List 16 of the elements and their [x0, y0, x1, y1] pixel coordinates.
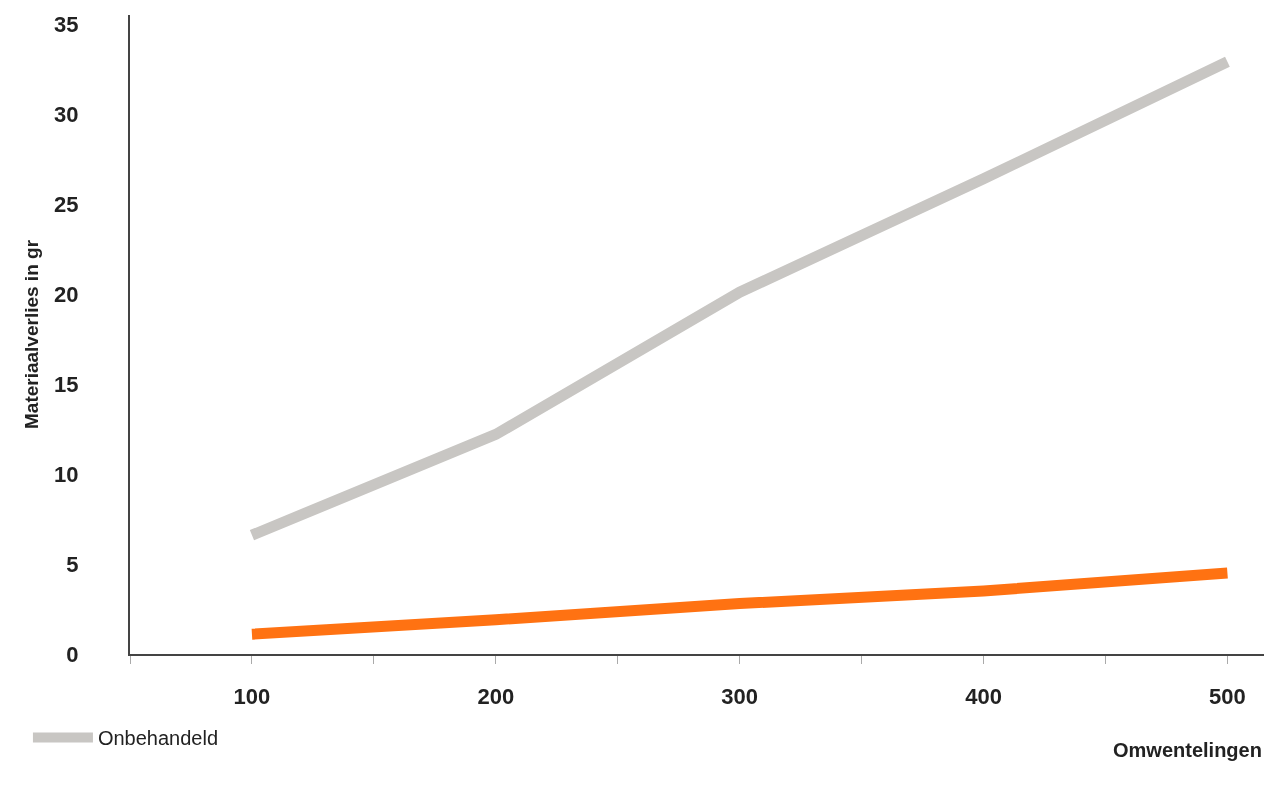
y-tick-label: 30	[54, 101, 79, 127]
y-axis-title: Materiaalverlies in gr	[21, 239, 43, 430]
x-tick-label: 100	[233, 684, 271, 710]
x-tick-label: 500	[1209, 684, 1246, 710]
y-tick-label: 5	[66, 551, 79, 577]
y-tick-label: 10	[54, 461, 79, 487]
x-tick-label: 300	[721, 684, 759, 710]
y-tick-label: 0	[66, 641, 79, 667]
y-tick-label: 20	[54, 281, 79, 307]
y-tick-label: 35	[54, 11, 79, 37]
x-axis-title: Omwentelingen	[1113, 739, 1262, 761]
y-tick-label: 25	[54, 191, 79, 217]
y-tick-label: 15	[54, 371, 79, 397]
x-tick-label: 200	[477, 684, 515, 710]
legend-label: Onbehandeld	[97, 727, 219, 750]
x-tick-label: 400	[965, 684, 1002, 710]
